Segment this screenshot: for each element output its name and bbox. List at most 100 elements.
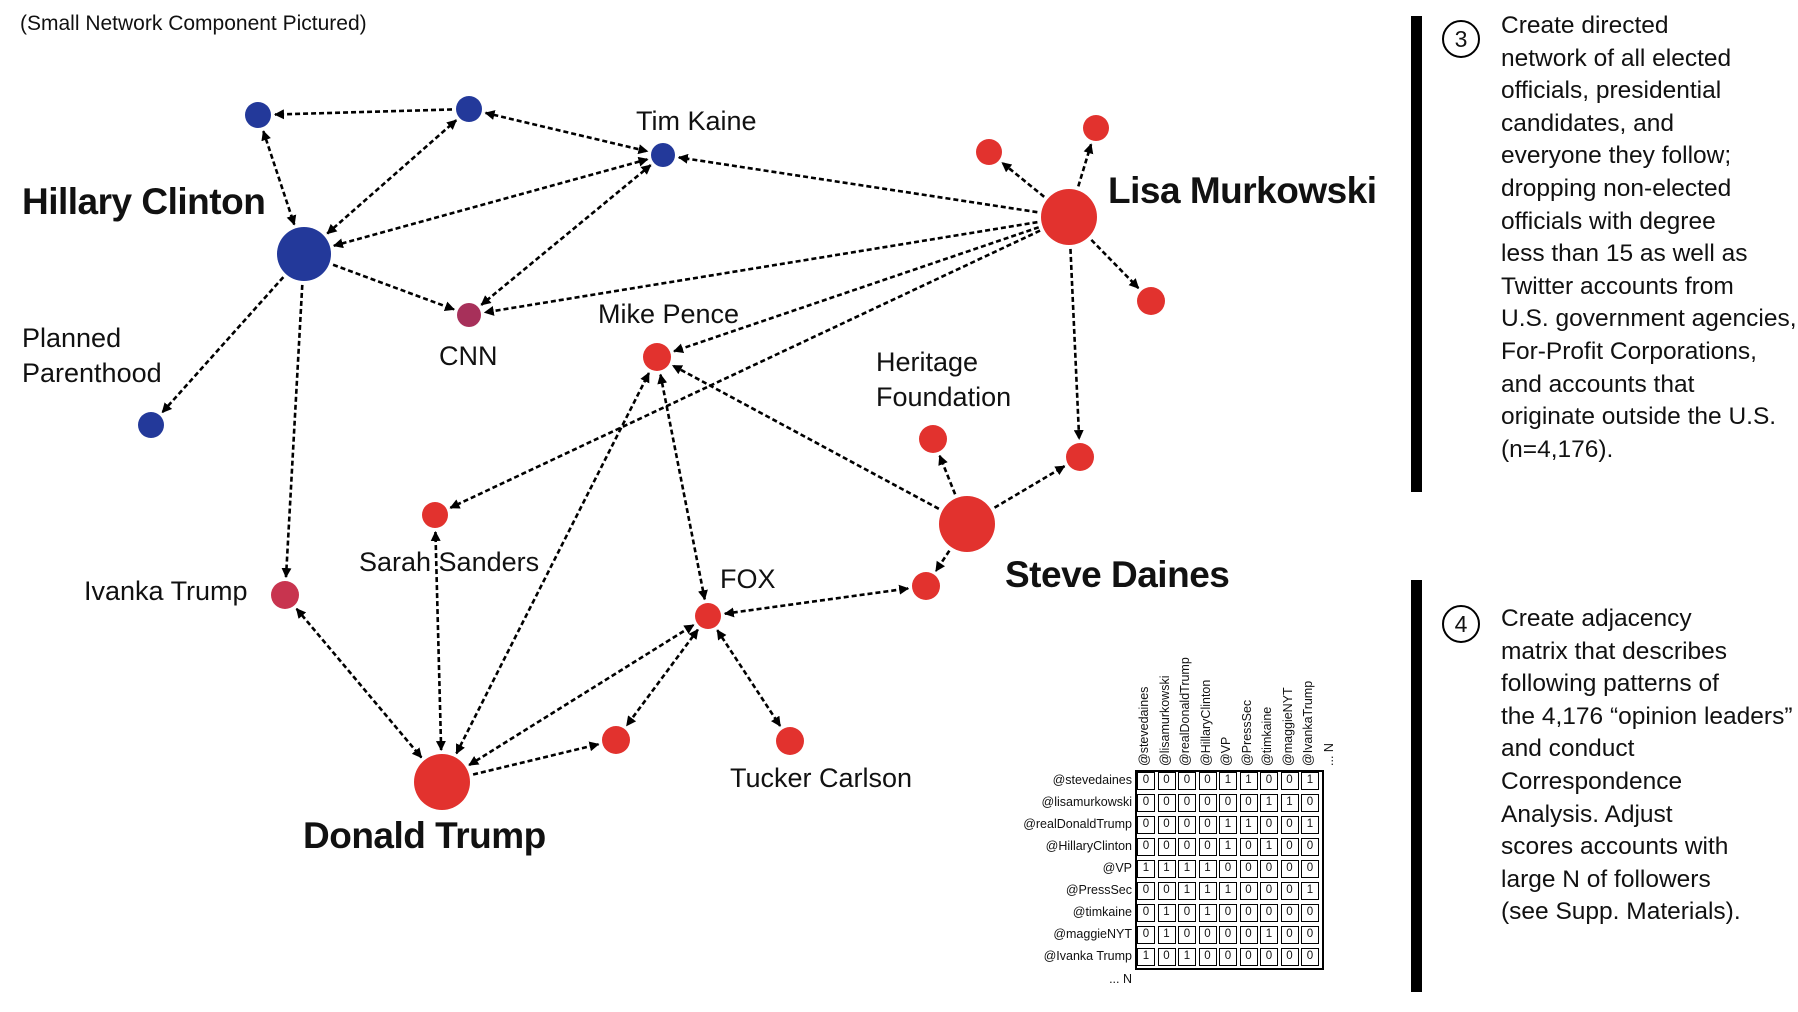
matrix-more-rows: ... N [1109,972,1132,986]
matrix-cell: 1 [1239,772,1258,790]
matrix-cell: 1 [1137,860,1155,878]
matrix-cell: 0 [1280,882,1299,900]
node-steve-neighbor-1 [1066,443,1094,471]
label-fox: FOX [720,564,776,594]
matrix-column-header: @realDonaldTrump [1178,657,1192,766]
matrix-cell: 0 [1239,882,1258,900]
matrix-column-header: @lisamurkowski [1157,675,1172,766]
matrix-column-header: @HillaryClinton [1198,679,1213,766]
step3-divider-bar [1411,16,1422,492]
matrix-cell: 0 [1219,948,1237,966]
edge-fox-tc [716,629,782,727]
matrix-cell: 0 [1219,926,1237,944]
node-tim-kaine [651,143,675,167]
matrix-cell: 1 [1301,772,1319,790]
matrix-column-header: @timkaine [1260,706,1274,766]
edge-lm-l2 [1077,143,1094,187]
matrix-cell: 0 [1137,838,1155,856]
label-cnn: CNN [439,341,498,371]
matrix-cell: 0 [1198,948,1217,966]
matrix-cell: 0 [1137,926,1155,944]
edge-hc-it [281,284,304,579]
matrix-cell: 0 [1157,794,1176,812]
matrix-border [1135,770,1324,970]
label-ivanka-trump: Ivanka Trump [84,576,248,606]
edge-fox-n2 [625,628,699,727]
edge-lm-l1 [1001,161,1045,198]
node-cnn [457,303,481,327]
matrix-cell: 1 [1260,838,1278,856]
label-heritage-foundation-line2: Foundation [876,382,1012,412]
matrix-cell: 0 [1198,816,1217,834]
matrix-cell: 0 [1178,904,1196,922]
node-democrat-2 [456,96,482,122]
label-lisa-murkowski: Lisa Murkowski [1108,170,1377,211]
matrix-row-header: @VP [1102,861,1132,875]
node-hillary-clinton [277,227,331,281]
edge-d1-hc [261,130,297,226]
matrix-cell: 1 [1219,838,1237,856]
matrix-cell: 0 [1239,904,1258,922]
matrix-cell: 0 [1280,772,1299,790]
matrix-column-header: @PressSec [1239,699,1254,766]
matrix-cell: 0 [1280,816,1299,834]
matrix-column-header: @IvankaTrump [1301,680,1315,766]
matrix-cell: 0 [1157,948,1176,966]
matrix-column-header: @maggieNYT [1280,687,1295,766]
matrix-cell: 1 [1239,816,1258,834]
edge-dt-fox [468,623,695,767]
edge-dt-mp [455,372,651,755]
matrix-cell: 1 [1178,882,1196,900]
edge-hc-cnn [332,263,455,312]
node-steve-neighbor-2 [912,572,940,600]
label-heritage-foundation-line1: Heritage [876,347,979,377]
node-tucker-carlson [776,727,804,755]
matrix-cell: 0 [1137,772,1155,790]
matrix-cell: 0 [1178,816,1196,834]
edge-fox-s2 [723,584,910,618]
edge-it-dt [295,607,423,759]
node-lisa-neighbor-2 [1083,115,1109,141]
matrix-cell: 1 [1219,772,1237,790]
edge-dt-ss [430,530,446,752]
label-sarah-sanders: Sarah Sanders [359,547,540,577]
matrix-cell: 0 [1219,794,1237,812]
node-fox-neighbor [602,726,630,754]
edge-hc-pp [161,276,285,414]
node-lisa-neighbor-1 [976,139,1002,165]
node-ivanka-trump [271,581,299,609]
node-fox [695,603,721,629]
matrix-cell: 0 [1137,882,1155,900]
edge-lm-sn [1069,248,1084,441]
matrix-cell: 0 [1260,882,1278,900]
matrix-cell: 1 [1260,926,1278,944]
label-tucker-carlson: Tucker Carlson [730,763,913,793]
node-sarah-sanders [422,502,448,528]
matrix-cell: 0 [1301,926,1319,944]
matrix-cell: 0 [1280,926,1299,944]
matrix-cell: 0 [1239,838,1258,856]
matrix-cell: 0 [1178,772,1196,790]
matrix-cell: 1 [1198,882,1217,900]
node-lisa-neighbor-3 [1137,287,1165,315]
matrix-column-header: ... N [1321,743,1336,766]
matrix-cell: 0 [1260,816,1278,834]
edge-lm-ss [449,229,1041,509]
label-planned-parenthood-line1: Planned [22,323,122,353]
matrix-cell: 1 [1198,860,1217,878]
edge-tk-cnn [480,164,652,306]
edge-sd-sn [993,465,1066,509]
matrix-cell: 0 [1239,794,1258,812]
matrix-cell: 0 [1178,926,1196,944]
matrix-cell: 0 [1157,772,1176,790]
node-heritage-foundation [919,425,947,453]
matrix-cell: 0 [1219,904,1237,922]
matrix-cell: 0 [1280,860,1299,878]
label-mike-pence: Mike Pence [598,299,740,329]
matrix-cell: 1 [1137,948,1155,966]
matrix-cell: 1 [1178,948,1196,966]
matrix-cell: 0 [1137,794,1155,812]
matrix-row-header: @stevedaines [1052,773,1132,787]
